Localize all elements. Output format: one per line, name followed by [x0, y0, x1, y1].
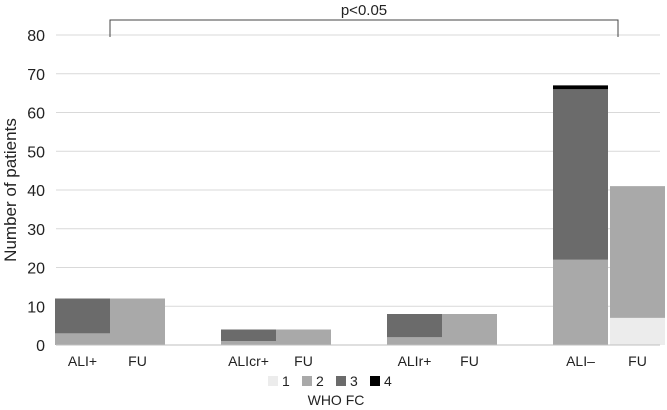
bar-segment: [387, 314, 442, 338]
x-axis-labels: ALI+ FU ALIcr+ FU ALIr+ FU ALI– FU: [68, 353, 647, 369]
x-tick-label: FU: [628, 353, 647, 369]
y-tick-label: 20: [27, 261, 45, 278]
y-tick-label: 0: [36, 338, 45, 355]
x-tick-label: ALIr+: [398, 353, 432, 369]
bars: [55, 85, 665, 345]
y-tick-label: 60: [27, 106, 45, 123]
y-tick-label: 50: [27, 144, 45, 161]
y-tick-label: 10: [27, 299, 45, 316]
significance-bracket: p<0.05: [109, 2, 619, 37]
y-axis-label: Number of patients: [1, 118, 20, 262]
x-tick-label: ALI+: [68, 353, 97, 369]
bar-segment: [553, 89, 608, 260]
bar-segment: [221, 329, 276, 342]
legend-label: 3: [350, 373, 358, 389]
gridlines: [56, 34, 660, 307]
legend-swatch: [302, 376, 312, 386]
y-tick-label: 40: [27, 183, 45, 200]
bar-segment: [221, 341, 276, 345]
x-tick-label: ALI–: [566, 353, 595, 369]
y-tick-label: 80: [27, 28, 45, 45]
legend-label: 4: [384, 373, 392, 389]
bar-segment: [553, 85, 608, 90]
bar-segment: [442, 314, 497, 345]
y-tick-label: 70: [27, 67, 45, 84]
bar-segment: [553, 259, 608, 345]
x-tick-label: ALIcr+: [228, 353, 269, 369]
y-tick-label: 30: [27, 222, 45, 239]
bar-segment: [387, 337, 442, 345]
y-axis-ticks: 0 10 20 30 40 50 60 70 80: [27, 28, 45, 355]
bar-segment: [110, 298, 165, 345]
legend: 1 2 3 4: [268, 373, 392, 389]
legend-swatch: [336, 376, 346, 386]
legend-title: WHO FC: [308, 392, 365, 408]
bar-segment: [55, 298, 110, 334]
legend-swatch: [370, 376, 380, 386]
bar-segment: [276, 329, 331, 345]
x-tick-label: FU: [128, 353, 147, 369]
x-tick-label: FU: [294, 353, 313, 369]
bracket-line: [109, 19, 619, 37]
bar-segment: [55, 333, 110, 345]
legend-label: 2: [316, 373, 324, 389]
bar-segment: [610, 317, 665, 345]
bar-segment: [610, 186, 665, 318]
legend-swatch: [268, 376, 278, 386]
x-tick-label: FU: [460, 353, 479, 369]
p-value-label: p<0.05: [341, 2, 387, 19]
legend-label: 1: [282, 373, 290, 389]
